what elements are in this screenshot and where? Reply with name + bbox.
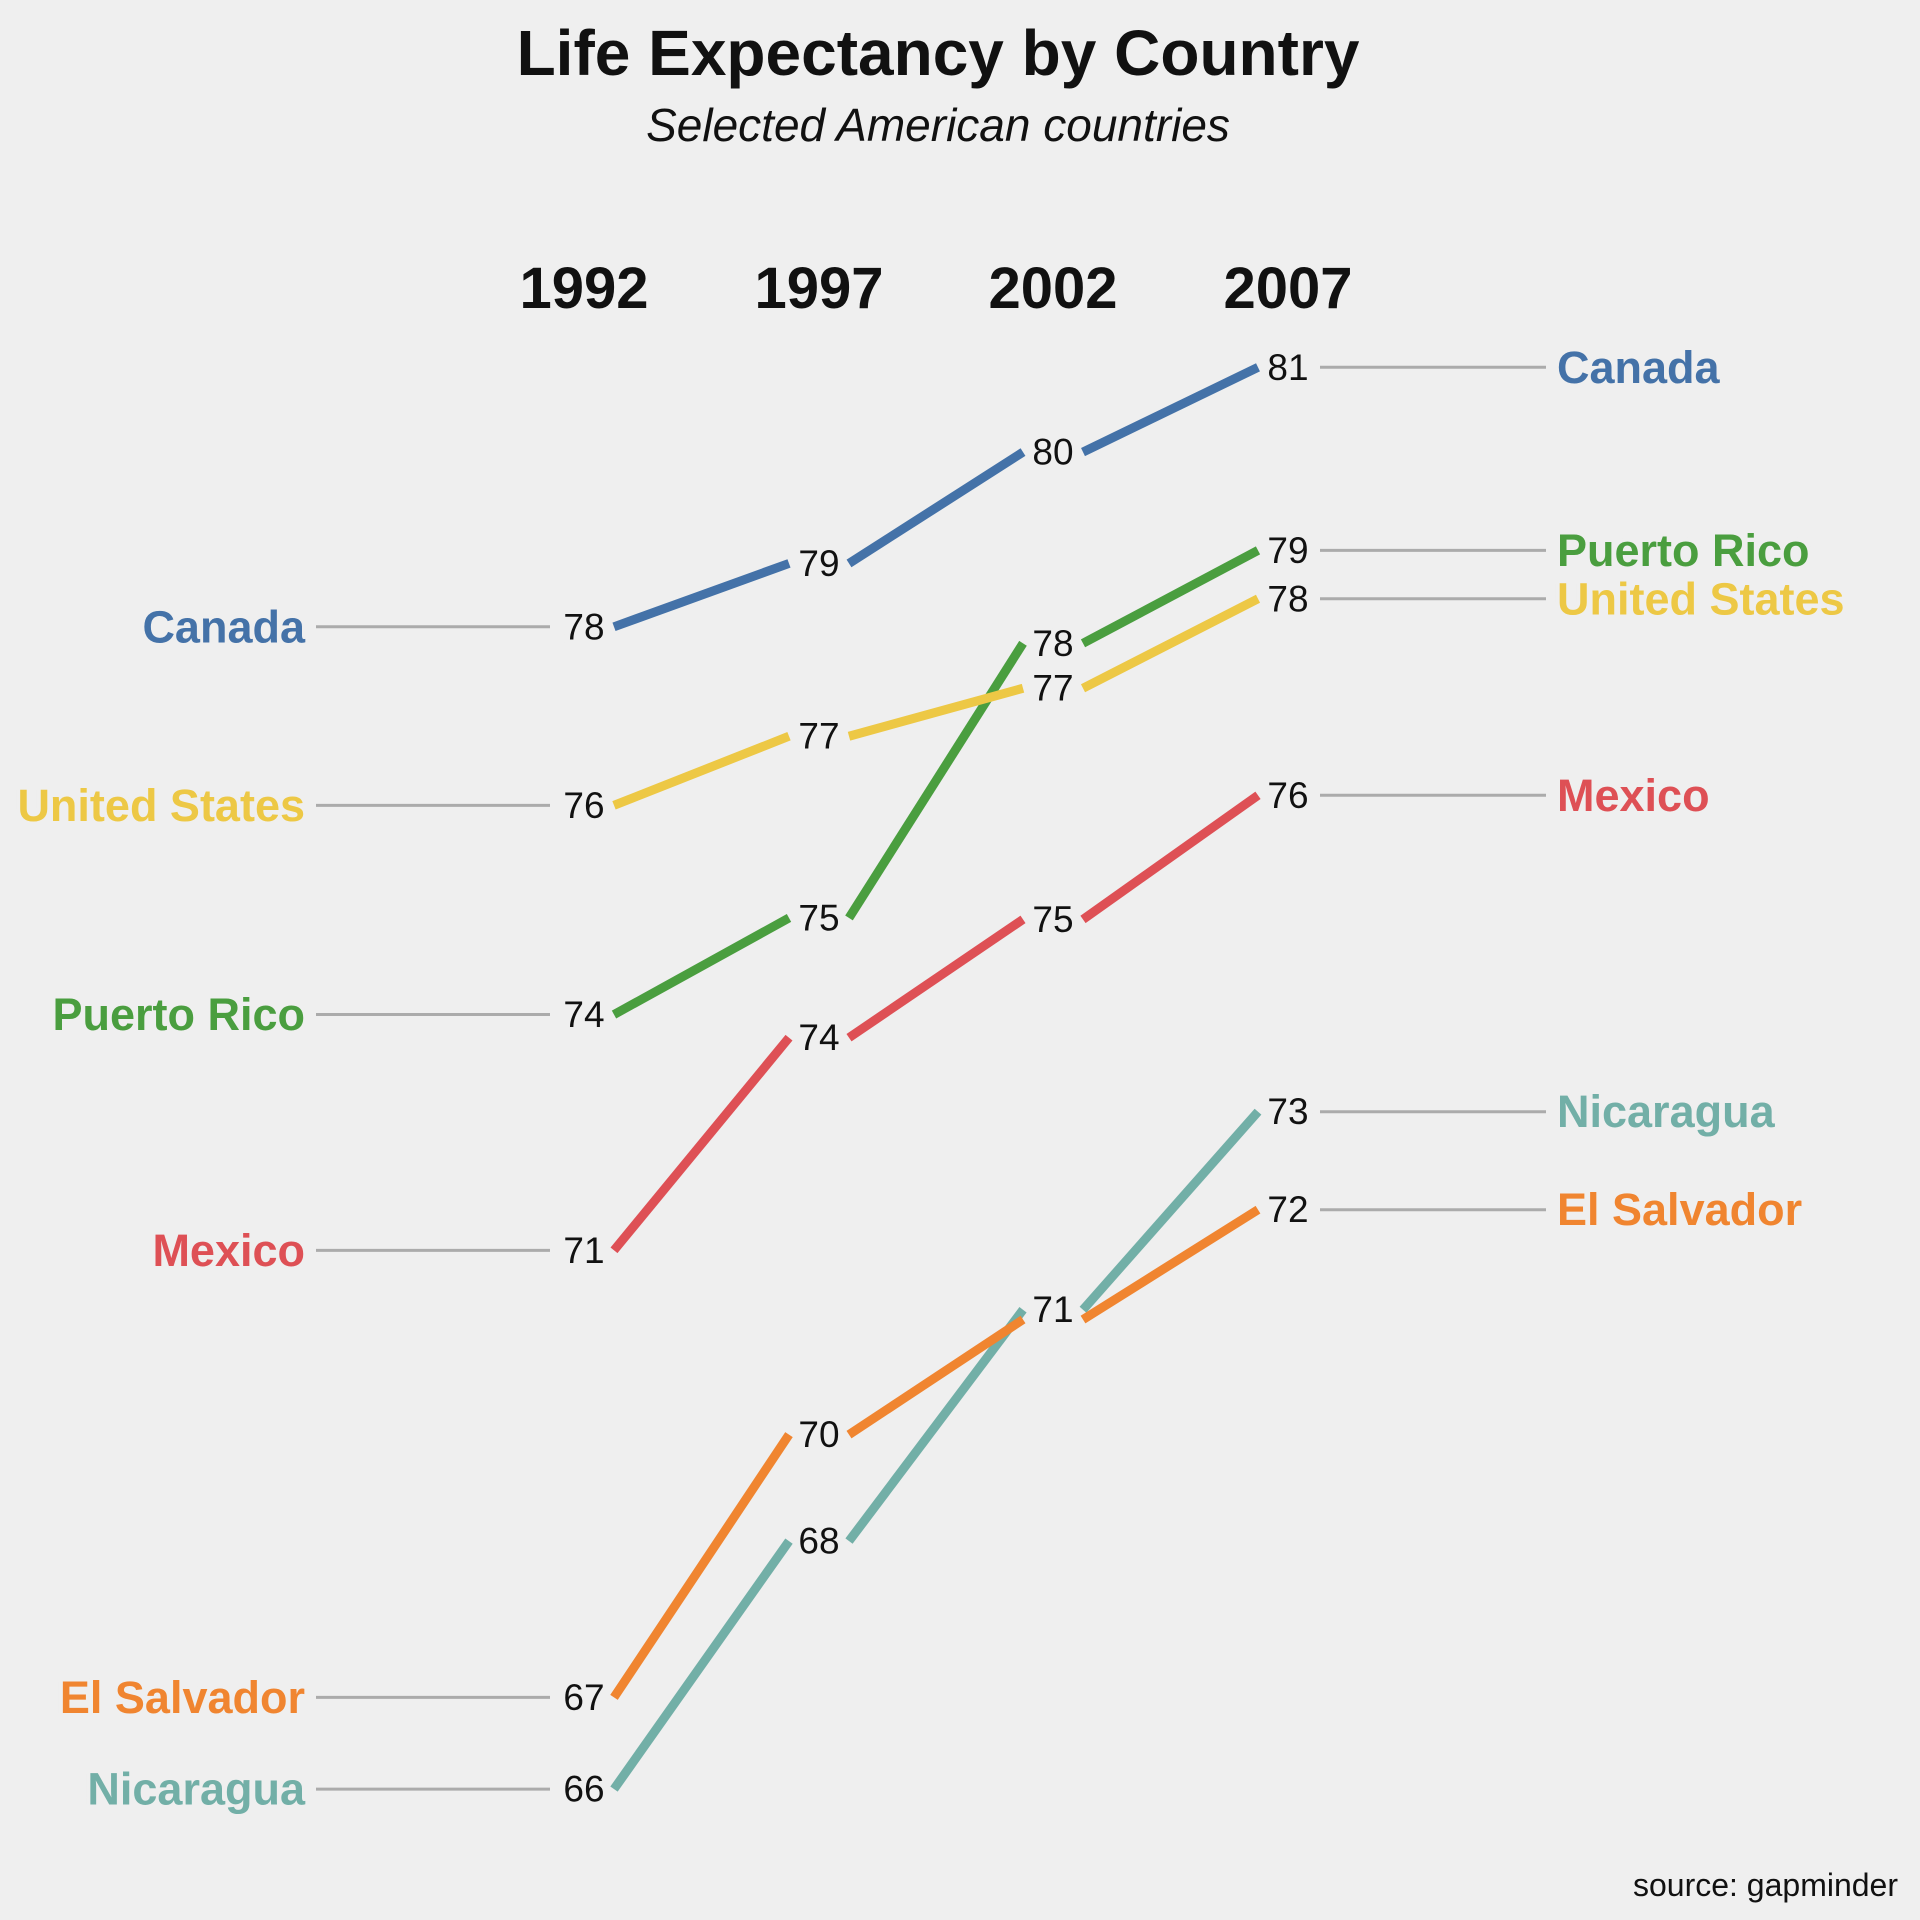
value-label: 74 bbox=[563, 994, 604, 1035]
year-label-2002: 2002 bbox=[988, 256, 1117, 321]
series-line-united-states bbox=[847, 683, 1025, 741]
left-country-label-mexico: Mexico bbox=[152, 1225, 305, 1276]
series-line-nicaragua bbox=[610, 1538, 793, 1792]
value-label: 76 bbox=[1267, 775, 1308, 816]
series-line-el-salvador bbox=[610, 1432, 793, 1700]
value-label: 78 bbox=[563, 606, 604, 647]
right-country-label-puerto-rico: Puerto Rico bbox=[1557, 525, 1810, 576]
value-label: 78 bbox=[1267, 578, 1308, 619]
value-label: 71 bbox=[1032, 1289, 1073, 1330]
year-label-1997: 1997 bbox=[754, 256, 883, 321]
value-label: 70 bbox=[798, 1414, 839, 1455]
value-label: 80 bbox=[1032, 432, 1073, 473]
right-country-label-canada: Canada bbox=[1557, 342, 1721, 393]
left-country-label-canada: Canada bbox=[142, 601, 306, 652]
left-country-label-puerto-rico: Puerto Rico bbox=[52, 989, 305, 1040]
value-label: 75 bbox=[798, 897, 839, 938]
series-line-mexico bbox=[1080, 791, 1261, 924]
value-label: 76 bbox=[563, 785, 604, 826]
value-label: 73 bbox=[1267, 1091, 1308, 1132]
series-line-united-states bbox=[612, 732, 791, 810]
right-country-label-el-salvador: El Salvador bbox=[1557, 1184, 1802, 1235]
left-country-label-united-states: United States bbox=[17, 780, 305, 831]
series-line-nicaragua bbox=[1079, 1108, 1262, 1313]
chart-subtitle: Selected American countries bbox=[646, 99, 1230, 151]
year-label-2007: 2007 bbox=[1223, 256, 1352, 321]
value-label: 77 bbox=[1032, 668, 1073, 709]
value-label: 67 bbox=[563, 1677, 604, 1718]
right-country-label-united-states: United States bbox=[1557, 573, 1845, 624]
series-line-canada bbox=[846, 448, 1026, 568]
series-line-canada bbox=[1081, 363, 1260, 457]
series-line-puerto-rico bbox=[611, 914, 792, 1019]
chart-title: Life Expectancy by Country bbox=[516, 17, 1360, 89]
value-label: 77 bbox=[798, 716, 839, 757]
series-line-puerto-rico bbox=[845, 640, 1027, 921]
series-line-nicaragua bbox=[845, 1307, 1027, 1544]
series-line-el-salvador bbox=[846, 1315, 1026, 1439]
right-country-label-nicaragua: Nicaragua bbox=[1557, 1086, 1776, 1137]
right-country-label-mexico: Mexico bbox=[1557, 770, 1710, 821]
value-label: 81 bbox=[1267, 347, 1308, 388]
value-label: 72 bbox=[1267, 1189, 1308, 1230]
series-line-mexico bbox=[846, 915, 1026, 1042]
year-label-1992: 1992 bbox=[519, 256, 648, 321]
value-label: 68 bbox=[798, 1521, 839, 1562]
value-label: 74 bbox=[798, 1017, 839, 1058]
source-note: source: gapminder bbox=[1632, 1867, 1898, 1903]
value-label: 75 bbox=[1032, 899, 1073, 940]
value-label: 79 bbox=[798, 543, 839, 584]
series-line-el-salvador bbox=[1080, 1205, 1261, 1324]
series-line-puerto-rico bbox=[1080, 546, 1261, 648]
series-line-mexico bbox=[610, 1034, 793, 1254]
left-country-label-el-salvador: El Salvador bbox=[60, 1672, 305, 1723]
series-line-canada bbox=[612, 559, 791, 632]
value-label: 78 bbox=[1032, 623, 1073, 664]
series-line-united-states bbox=[1080, 594, 1261, 693]
value-label: 66 bbox=[563, 1769, 604, 1810]
left-country-label-nicaragua: Nicaragua bbox=[87, 1764, 306, 1815]
value-label: 71 bbox=[563, 1230, 604, 1271]
value-label: 79 bbox=[1267, 530, 1308, 571]
